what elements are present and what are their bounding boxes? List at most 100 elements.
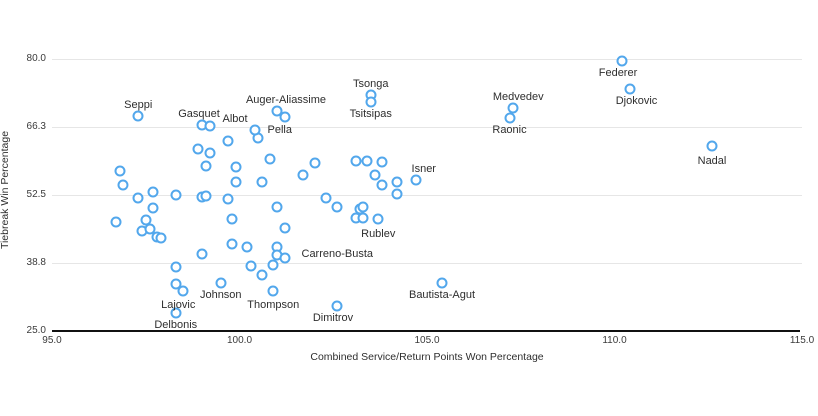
scatter-point-dimitrov[interactable] [331, 300, 343, 312]
scatter-point[interactable] [222, 193, 234, 205]
scatter-point-auger-aliassime[interactable] [271, 105, 283, 117]
scatter-point[interactable] [320, 192, 332, 204]
x-tick-label: 100.0 [226, 335, 253, 346]
scatter-point[interactable] [369, 169, 380, 181]
scatter-point[interactable] [256, 269, 268, 281]
scatter-point[interactable] [357, 201, 369, 213]
x-tick-label: 105.0 [414, 335, 440, 346]
scatter-point[interactable] [279, 111, 290, 123]
scatter-point-thompson[interactable] [267, 285, 279, 297]
player-label: Albot [222, 113, 248, 126]
player-label: Seppi [124, 99, 153, 112]
x-axis-title: Combined Service/Return Points Won Perce… [310, 351, 544, 363]
scatter-point[interactable] [204, 147, 215, 159]
x-tick-label: 110.0 [602, 335, 627, 346]
player-label: Djokovic [615, 95, 658, 108]
scatter-point-lajovic[interactable] [177, 285, 189, 297]
scatter-point-rublev[interactable] [372, 213, 384, 225]
scatter-point[interactable] [245, 260, 257, 272]
scatter-point[interactable] [256, 176, 268, 188]
player-label: Thompson [247, 298, 300, 311]
scatter-point[interactable] [132, 192, 144, 204]
scatter-point-raonic[interactable] [504, 112, 515, 124]
scatter-point[interactable] [391, 188, 403, 200]
scatter-point[interactable] [230, 161, 242, 173]
scatter-point[interactable] [357, 212, 369, 224]
scatter-point-isner[interactable] [410, 174, 422, 186]
scatter-point[interactable] [110, 216, 122, 228]
scatter-point-tsitsipas[interactable] [365, 96, 377, 108]
x-tick-label: 115.0 [789, 335, 815, 346]
scatter-point[interactable] [144, 223, 155, 235]
scatter-point[interactable] [200, 190, 212, 202]
scatter-point[interactable] [170, 189, 182, 200]
scatter-point[interactable] [170, 261, 182, 273]
gridline [52, 195, 802, 196]
player-label: Tsitsipas [349, 108, 392, 121]
player-label: Isner [411, 162, 436, 175]
scatter-point[interactable] [376, 179, 388, 191]
scatter-point-djokovic[interactable] [624, 83, 635, 95]
scatter-point[interactable] [297, 169, 309, 181]
scatter-point[interactable] [350, 155, 362, 167]
y-tick-label: 66.3 [26, 120, 46, 132]
scatter-point[interactable] [222, 135, 234, 147]
y-tick-label: 38.8 [26, 256, 46, 268]
scatter-point-johnson[interactable] [215, 277, 227, 289]
gridline [52, 262, 802, 264]
scatter-point[interactable] [309, 157, 320, 169]
x-axis-line [52, 330, 800, 332]
scatter-point[interactable] [361, 155, 373, 167]
player-label: Johnson [199, 289, 242, 302]
player-label: Carreno-Busta [301, 247, 374, 260]
player-label: Bautista-Agut [408, 289, 476, 302]
y-tick-label: 25.0 [26, 325, 46, 336]
y-tick-label: 80.0 [26, 53, 46, 64]
scatter-point[interactable] [114, 165, 125, 177]
scatter-point-delbonis[interactable] [170, 307, 182, 319]
scatter-point[interactable] [200, 160, 212, 172]
player-label: Rublev [361, 227, 396, 240]
player-label: Gasquet [178, 108, 220, 121]
player-label: Delbonis [154, 318, 198, 331]
scatter-point[interactable] [117, 179, 129, 191]
gridline [52, 59, 802, 60]
player-label: Auger-Aliassime [245, 94, 327, 107]
scatter-point[interactable] [267, 259, 279, 271]
scatter-point-seppi[interactable] [132, 110, 144, 122]
y-tick-label: 52.5 [26, 189, 46, 200]
scatter-point-pella[interactable] [249, 124, 260, 136]
scatter-point[interactable] [331, 201, 343, 213]
player-label: Dimitrov [312, 311, 354, 324]
scatter-point[interactable] [226, 238, 238, 250]
x-tick-label: 95.0 [42, 335, 62, 346]
gridline [52, 126, 802, 128]
scatter-point[interactable] [264, 153, 275, 165]
scatter-point[interactable] [147, 202, 159, 214]
scatter-point[interactable] [279, 222, 290, 234]
scatter-point[interactable] [376, 156, 388, 168]
scatter-point[interactable] [230, 176, 242, 188]
scatter-point-carreno-busta[interactable] [279, 252, 290, 264]
player-label: Raonic [492, 124, 527, 137]
scatter-point-nadal[interactable] [706, 140, 718, 152]
scatter-point[interactable] [155, 232, 167, 244]
scatter-point[interactable] [271, 201, 283, 213]
scatter-point[interactable] [196, 248, 208, 260]
plot-area: Tiebreak Win Percentage Combined Service… [0, 53, 814, 363]
player-label: Lajovic [161, 298, 196, 311]
player-label: Tsonga [353, 78, 389, 91]
scatter-point[interactable] [391, 176, 403, 188]
scatter-point-federer[interactable] [616, 55, 628, 67]
scatter-point-bautista-agut[interactable] [436, 277, 448, 289]
scatter-point[interactable] [170, 278, 182, 290]
player-label: Nadal [697, 154, 727, 167]
scatter-point[interactable] [147, 186, 159, 198]
player-label: Federer [598, 66, 638, 79]
scatter-point-albot[interactable] [204, 120, 215, 132]
scatter-point-medvedev[interactable] [507, 102, 519, 114]
scatter-point[interactable] [226, 213, 238, 225]
scatter-point[interactable] [241, 241, 253, 253]
scatter-point[interactable] [192, 143, 204, 154]
